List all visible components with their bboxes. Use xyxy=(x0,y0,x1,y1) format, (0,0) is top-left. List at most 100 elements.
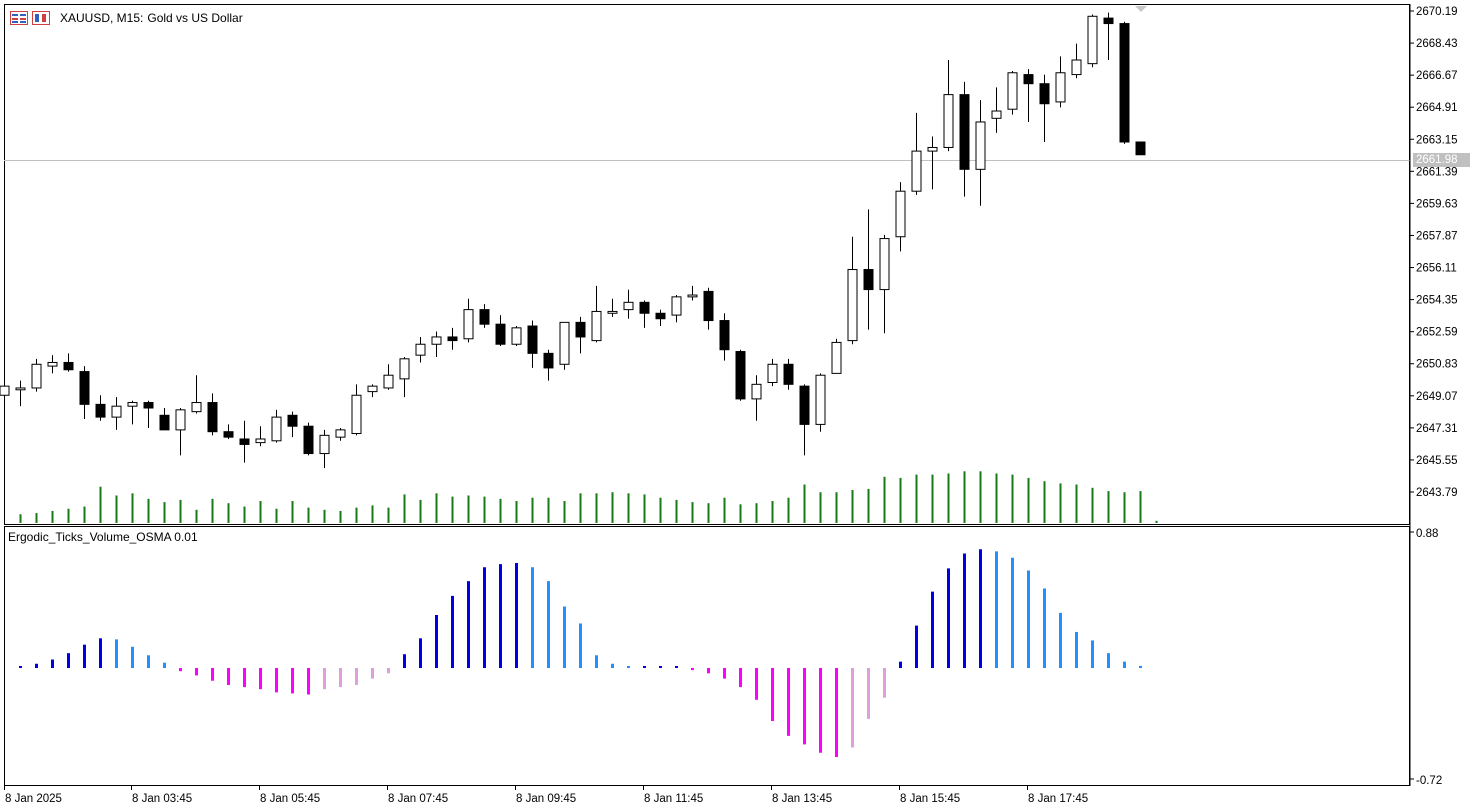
candle-body xyxy=(687,294,698,298)
time-label: 8 Jan 13:45 xyxy=(772,793,832,805)
candle-body xyxy=(15,387,26,391)
candle-body xyxy=(1135,141,1146,156)
candle-body xyxy=(223,431,234,438)
time-label: 8 Jan 03:45 xyxy=(132,793,192,805)
candle-body xyxy=(1055,72,1066,103)
time-label: 8 Jan 17:45 xyxy=(1028,793,1088,805)
price-label: 2664.91 xyxy=(1416,102,1458,114)
candle-body xyxy=(1071,59,1082,76)
candle-body xyxy=(1119,23,1130,143)
candle-body xyxy=(927,146,938,152)
candle-body xyxy=(1007,72,1018,110)
time-label: 8 Jan 15:45 xyxy=(900,793,960,805)
osc-scale-min: -0.72 xyxy=(1416,775,1442,787)
candle-body xyxy=(31,363,42,389)
candle-body xyxy=(127,402,138,407)
candle-body xyxy=(1087,15,1098,65)
osc-scale-max: 0.88 xyxy=(1416,528,1438,540)
candle-body xyxy=(559,321,570,365)
candle-body xyxy=(159,414,170,431)
candle-body xyxy=(751,383,762,400)
candle-body xyxy=(623,301,634,311)
oscillator-series xyxy=(19,549,1142,758)
oscillator-title: Ergodic_Ticks_Volume_OSMA 0.01 xyxy=(8,530,198,544)
time-label: 8 Jan 05:45 xyxy=(260,793,320,805)
price-label: 2650.83 xyxy=(1416,359,1458,371)
price-label: 2666.67 xyxy=(1416,70,1458,82)
candle-body xyxy=(63,361,74,371)
candle-body xyxy=(511,327,522,345)
candle-body xyxy=(991,110,1002,119)
time-label: 8 Jan 11:45 xyxy=(644,793,703,805)
candle-body xyxy=(607,310,618,314)
candle-body xyxy=(479,309,490,325)
time-axis[interactable]: 8 Jan 2025 8 Jan 03:45 8 Jan 05:45 8 Jan 07… xyxy=(4,786,1089,805)
price-label: 2647.31 xyxy=(1416,423,1458,435)
price-label: 2663.15 xyxy=(1416,134,1458,146)
candle-body xyxy=(831,341,842,374)
price-label: 2656.11 xyxy=(1416,263,1457,275)
price-label: 2661.39 xyxy=(1416,166,1458,178)
candle-body xyxy=(863,269,874,291)
candle-body xyxy=(575,321,586,338)
price-label: 2649.07 xyxy=(1416,391,1458,403)
candle-body xyxy=(175,409,186,431)
candle-body xyxy=(191,402,202,413)
oscillator-axis: 0.88 -0.72 xyxy=(1410,528,1442,787)
candle-body xyxy=(367,385,378,393)
candle-body xyxy=(703,290,714,322)
candle-body xyxy=(799,385,810,425)
price-label: 2643.79 xyxy=(1416,487,1458,499)
candle-body xyxy=(303,425,314,455)
chart-symbol-description: Gold vs US Dollar xyxy=(147,11,243,25)
candle-body xyxy=(447,336,458,342)
candle-body xyxy=(335,429,346,438)
time-label: 8 Jan 2025 xyxy=(5,793,62,805)
candle-body xyxy=(1103,17,1114,25)
price-label: 2645.55 xyxy=(1416,455,1458,467)
candle-body xyxy=(207,402,218,433)
candle-body xyxy=(943,94,954,148)
candle-body xyxy=(879,238,890,291)
candle-body xyxy=(975,121,986,170)
candle-body xyxy=(79,371,90,405)
table-icon[interactable] xyxy=(10,11,28,25)
candle-body xyxy=(0,385,10,396)
candle-body xyxy=(671,296,682,316)
candle-body xyxy=(895,190,906,238)
oscillator-frame xyxy=(4,526,1410,786)
main-chart-frame xyxy=(4,4,1410,525)
candle-body xyxy=(415,343,426,356)
candle-body xyxy=(591,310,602,342)
time-label: 8 Jan 07:45 xyxy=(388,793,448,805)
price-label: 2652.59 xyxy=(1416,327,1458,339)
price-label: 2659.63 xyxy=(1416,198,1458,210)
candle-body xyxy=(383,374,394,389)
candle-body xyxy=(719,320,730,351)
candle-body xyxy=(239,438,250,445)
candle-body xyxy=(399,358,410,380)
price-label: 2654.35 xyxy=(1416,295,1458,307)
candle-body xyxy=(495,323,506,345)
price-axis[interactable]: 2670.19 2668.43 2666.67 2664.91 2663.15 2661.… xyxy=(1409,4,1458,786)
candle-body xyxy=(95,403,106,418)
candle-body xyxy=(783,363,794,385)
price-label: 2657.87 xyxy=(1416,230,1458,242)
candle-body xyxy=(287,414,298,427)
price-label: 2670.19 xyxy=(1416,6,1458,18)
symbol-icon[interactable] xyxy=(32,11,50,25)
candle-body xyxy=(767,363,778,383)
time-label: 8 Jan 09:45 xyxy=(516,793,576,805)
current-price-tag: 2661.98 xyxy=(1413,153,1470,167)
candle-body xyxy=(271,416,282,442)
candle-body xyxy=(47,361,58,367)
candle-body xyxy=(143,402,154,409)
candle-body xyxy=(431,336,442,345)
candle-body xyxy=(735,351,746,400)
volume-series xyxy=(19,471,1158,523)
candle-body xyxy=(1023,74,1034,85)
candle-body xyxy=(351,394,362,435)
chart-shift-marker-icon[interactable] xyxy=(1135,6,1147,12)
candle-body xyxy=(255,438,266,444)
